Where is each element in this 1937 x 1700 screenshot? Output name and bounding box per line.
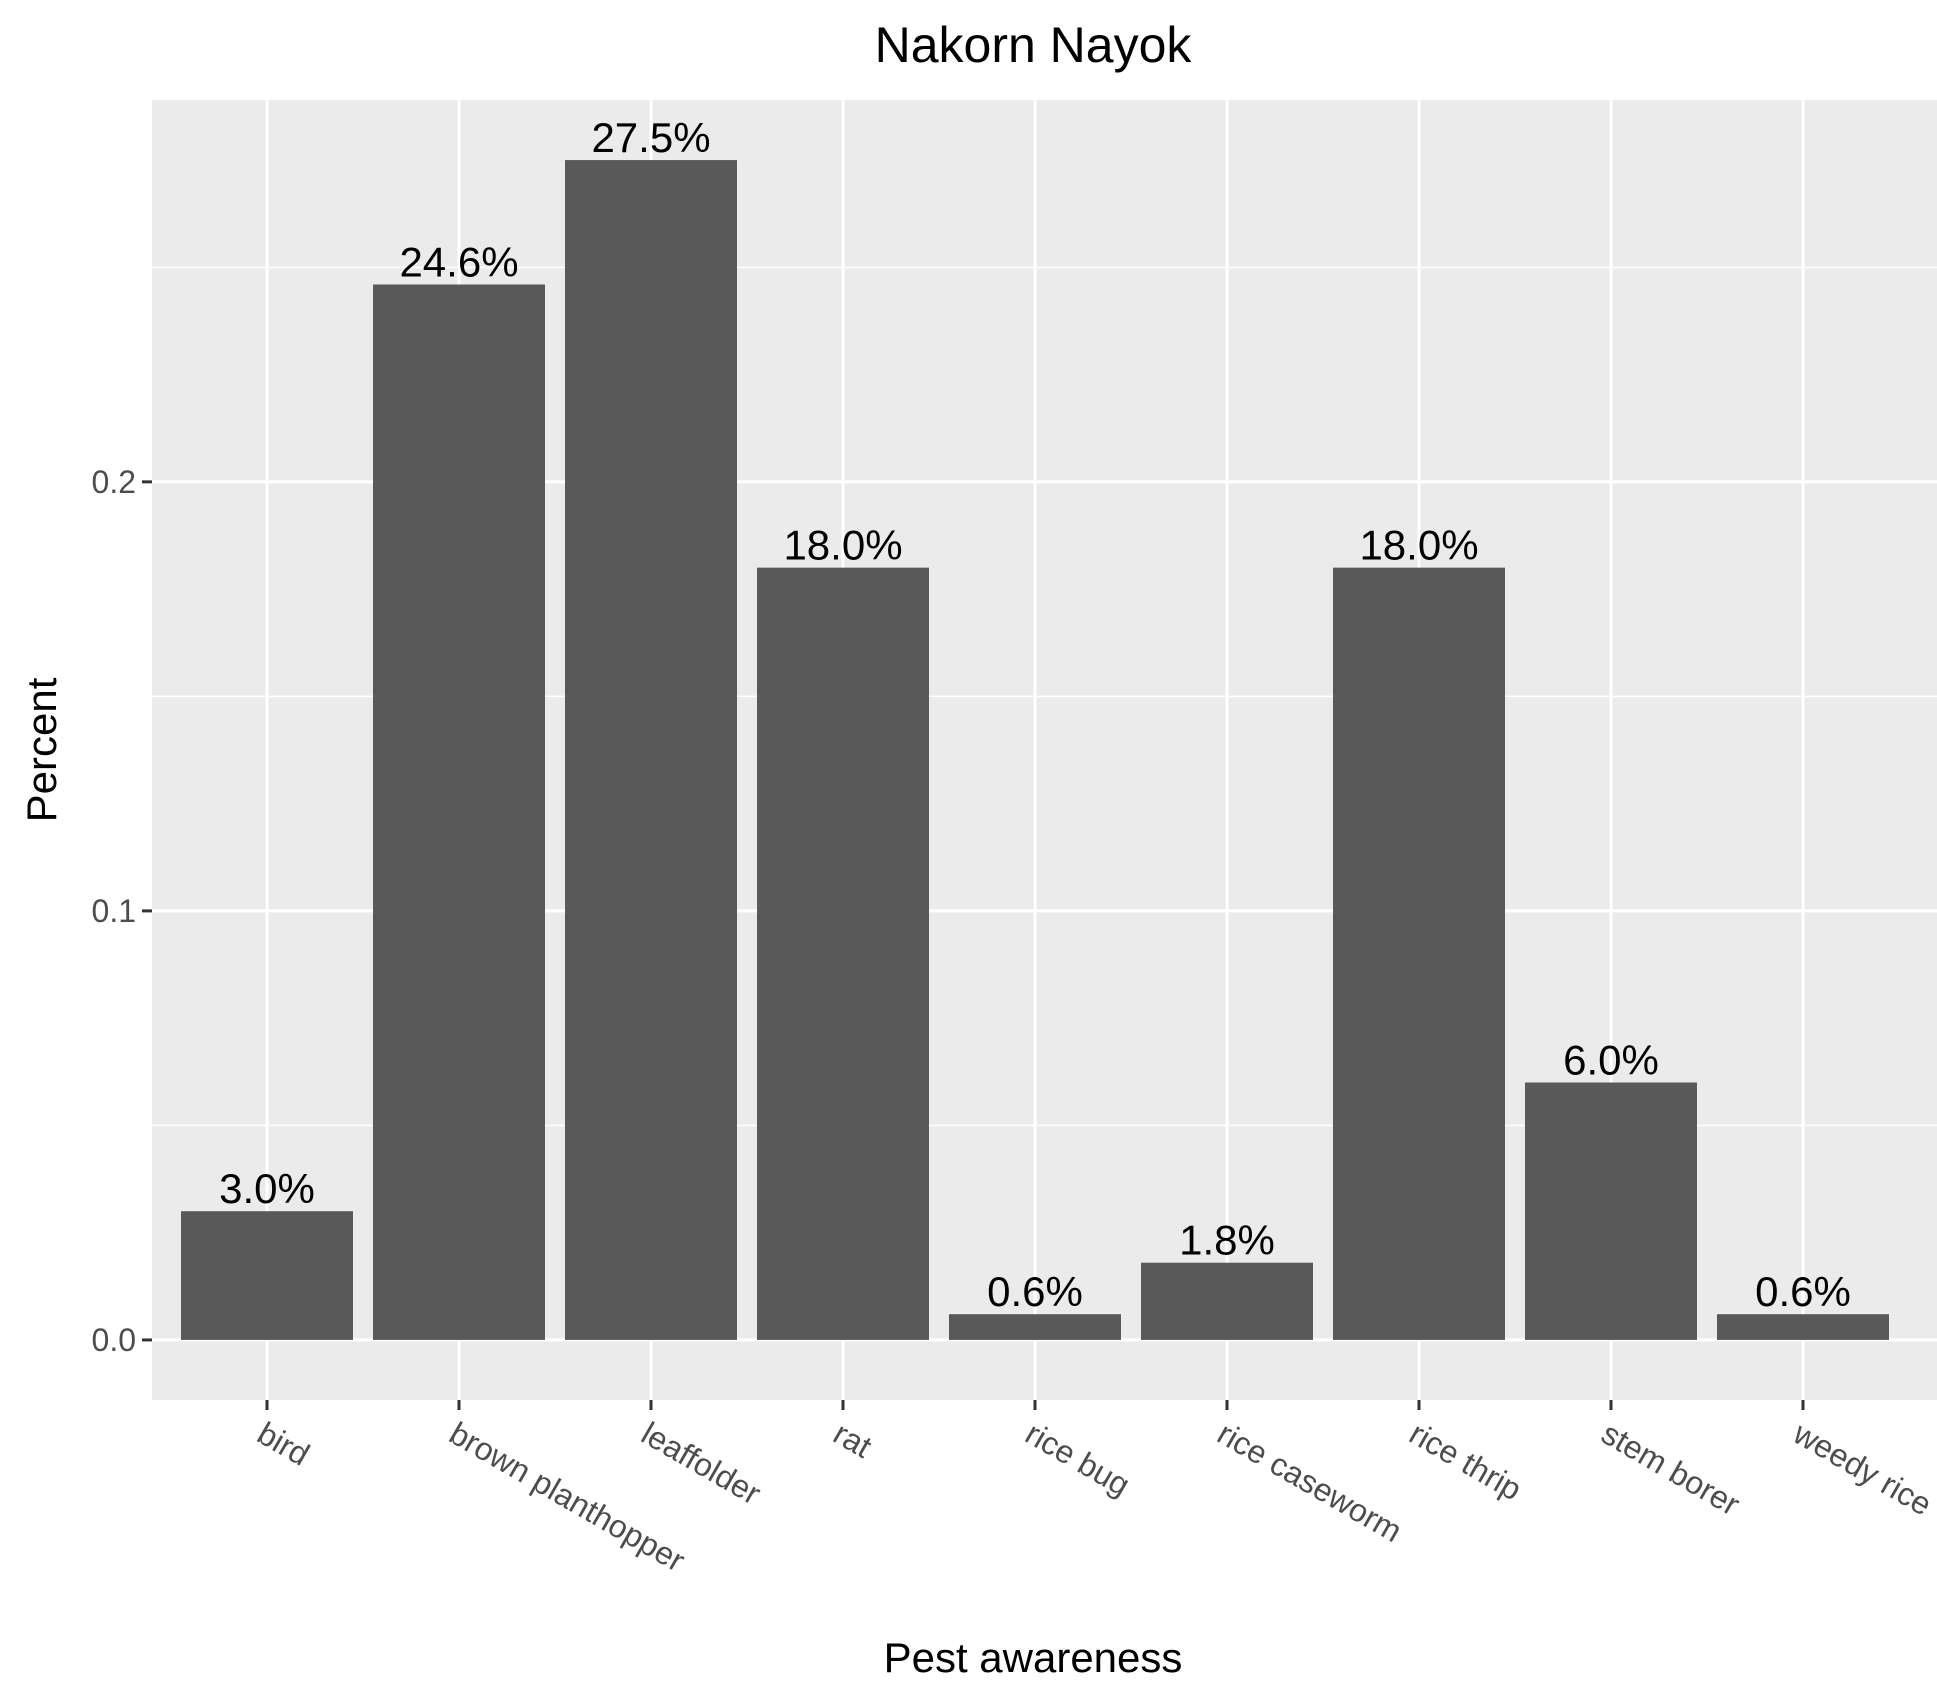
bar-brown-planthopper: [373, 284, 545, 1340]
bar-rice-bug: [949, 1314, 1121, 1340]
x-tick-label: leaffolder: [636, 1415, 768, 1512]
y-tick-label: 0.0: [92, 1322, 136, 1358]
x-tick-label: weedy rice: [1787, 1414, 1937, 1522]
data-label: 3.0%: [219, 1165, 315, 1212]
bar-weedy-rice: [1717, 1314, 1889, 1340]
bar-rice-caseworm: [1141, 1262, 1313, 1340]
data-label: 6.0%: [1563, 1037, 1659, 1084]
x-tick-label: rice caseworm: [1212, 1415, 1409, 1549]
bar-bird: [181, 1211, 353, 1340]
bars: [181, 160, 1889, 1340]
data-label: 27.5%: [591, 114, 710, 161]
data-labels: 3.0% 24.6% 27.5% 18.0% 0.6% 1.8% 18.0% 6.0% 0.6%: [219, 114, 1851, 1315]
data-label: 18.0%: [783, 522, 902, 569]
y-tick-label: 0.1: [92, 893, 136, 929]
data-label: 0.6%: [987, 1268, 1083, 1315]
x-tick-label: rice thrip: [1404, 1415, 1528, 1508]
x-tick-label: bird: [252, 1415, 316, 1473]
data-label: 18.0%: [1359, 522, 1478, 569]
data-label: 24.6%: [399, 238, 518, 285]
bar-leaffolder: [565, 160, 737, 1340]
data-label: 1.8%: [1179, 1217, 1275, 1264]
bar-stem-borer: [1525, 1082, 1697, 1340]
bar-rice-thrip: [1333, 567, 1505, 1340]
y-axis-title: Percent: [18, 677, 65, 822]
x-tick-label: stem borer: [1596, 1415, 1747, 1523]
x-axis-title: Pest awareness: [884, 1634, 1183, 1681]
x-tick-label: rat: [828, 1415, 878, 1465]
x-tick-label: rice bug: [1020, 1415, 1137, 1503]
bar-rat: [757, 567, 929, 1340]
data-label: 0.6%: [1755, 1268, 1851, 1315]
y-tick-label: 0.2: [92, 464, 136, 500]
chart-title: Nakorn Nayok: [875, 17, 1193, 73]
y-axis: 0.0 0.1 0.2: [92, 464, 152, 1358]
